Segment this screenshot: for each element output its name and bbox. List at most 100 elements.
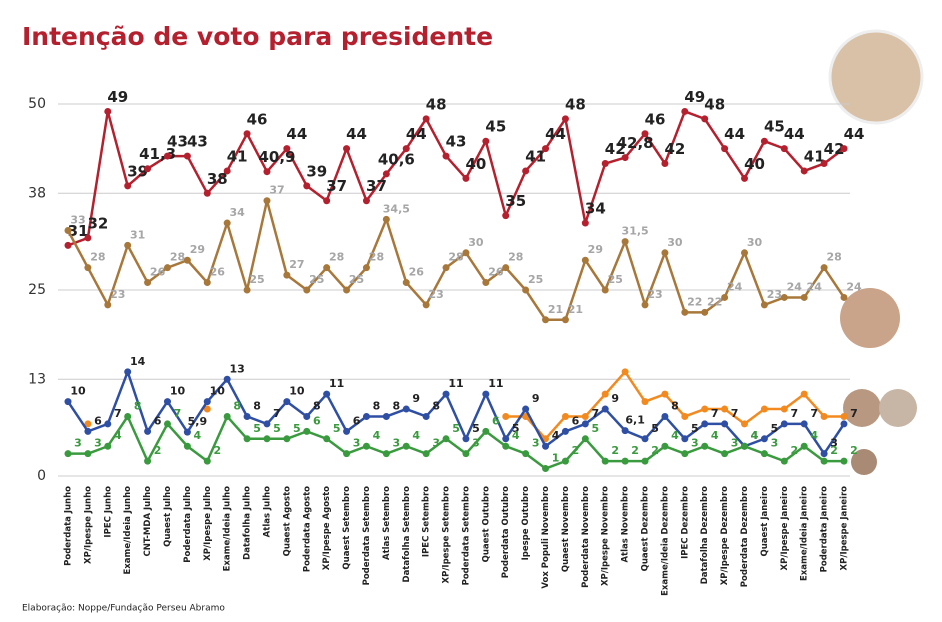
x-tick-label: Datafolha Setembro [402, 486, 412, 583]
point [820, 412, 828, 420]
value-label: 43 [187, 133, 208, 151]
value-label: 44 [286, 125, 307, 143]
value-label: 41 [525, 147, 546, 165]
point [144, 279, 152, 287]
value-label: 3 [830, 437, 838, 450]
value-label: 5,9 [188, 415, 208, 428]
point [741, 442, 749, 450]
x-tick-label: Poderdata Novembro [581, 486, 591, 588]
x-tick-label: Ipespe Outubro [521, 486, 531, 561]
point [780, 405, 788, 413]
value-label: 6 [94, 414, 102, 427]
point [124, 241, 132, 249]
point [840, 457, 848, 465]
point [84, 427, 92, 435]
point [422, 412, 430, 420]
point [561, 115, 569, 123]
value-label: 10 [170, 385, 186, 398]
value-label: 9 [412, 392, 420, 405]
x-tick-label: Quaest Julho [163, 486, 173, 547]
value-label: 22 [687, 295, 702, 308]
point [681, 107, 689, 115]
x-tick-label: Poderdata Outubro [501, 486, 511, 578]
portrait [840, 288, 900, 348]
point [303, 412, 311, 420]
point [183, 152, 191, 160]
value-label: 4 [194, 429, 202, 442]
value-label: 23 [647, 288, 662, 301]
value-label: 44 [346, 125, 367, 143]
value-label: 5 [512, 422, 520, 435]
point [820, 457, 828, 465]
point [263, 435, 271, 443]
value-label: 32 [87, 214, 108, 232]
x-tick-label: IPEC Junho [103, 486, 113, 538]
value-label: 29 [190, 243, 205, 256]
value-label: 28 [448, 251, 463, 264]
point [382, 215, 390, 223]
point [502, 212, 510, 220]
point [542, 145, 550, 153]
value-label: 39 [127, 162, 148, 180]
point [64, 398, 72, 406]
point [701, 420, 709, 428]
value-label: 23 [767, 288, 782, 301]
point [343, 427, 351, 435]
x-tick-label: XP/Ipespe Novembro [601, 486, 611, 586]
point [760, 435, 768, 443]
point [64, 450, 72, 458]
value-label: 34 [585, 200, 606, 218]
point [203, 398, 211, 406]
point [183, 442, 191, 450]
point [721, 405, 729, 413]
x-tick-label: IPEC Setembro [422, 486, 432, 557]
value-label: 7 [114, 407, 122, 420]
point [561, 316, 569, 324]
value-label: 42 [824, 140, 845, 158]
point [84, 264, 92, 272]
value-label: 22 [707, 295, 722, 308]
value-label: 2 [830, 444, 838, 457]
value-label: 8 [253, 399, 261, 412]
value-label: 3 [74, 437, 82, 450]
chart-title: Intenção de voto para presidente [22, 22, 493, 51]
value-label: 23 [428, 288, 443, 301]
point [144, 457, 152, 465]
value-label: 34,5 [383, 202, 410, 215]
x-tick-label: Quaest Janeiro [760, 486, 770, 557]
value-label: 30 [667, 236, 683, 249]
point [502, 435, 510, 443]
point [382, 450, 390, 458]
x-tick-label: Poderdata Agosto [302, 486, 312, 572]
point [760, 301, 768, 309]
value-label: 45 [764, 118, 785, 136]
value-label: 2 [850, 444, 858, 457]
point [502, 412, 510, 420]
value-label: 5 [253, 422, 261, 435]
value-label: 42 [664, 140, 685, 158]
value-label: 4 [711, 429, 719, 442]
point [482, 137, 490, 145]
value-label: 10 [210, 385, 226, 398]
point [84, 420, 92, 428]
point [601, 286, 609, 294]
point [402, 405, 410, 413]
point [323, 390, 331, 398]
series-line [505, 370, 844, 441]
value-label: 26 [210, 266, 226, 279]
value-label: 46 [645, 110, 666, 128]
point [362, 197, 370, 205]
value-label: 5 [452, 422, 460, 435]
point [283, 271, 291, 279]
x-tick-label: Atlas Setembro [382, 486, 392, 560]
point [542, 465, 550, 473]
value-label: 28 [90, 251, 105, 264]
point [303, 427, 311, 435]
value-label: 43 [167, 133, 188, 151]
x-tick-label: XP/Ipespe Agosto [322, 486, 332, 570]
value-label: 45 [485, 118, 506, 136]
series-line [68, 415, 844, 470]
x-tick-label: XP/Ipespe Janeiro [780, 486, 790, 571]
value-label: 4 [512, 429, 520, 442]
value-label: 7 [711, 407, 719, 420]
